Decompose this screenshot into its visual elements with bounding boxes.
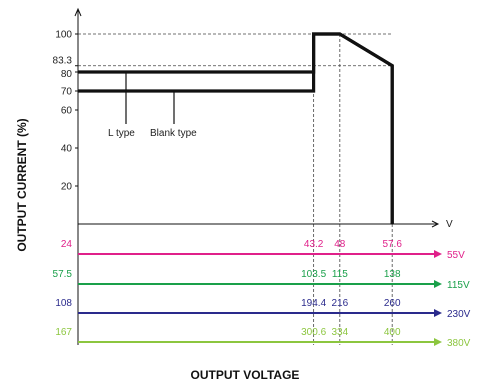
y-ticks: 100 83.3 80 70 60 40 20	[53, 30, 78, 193]
y-tick-label: 40	[61, 144, 73, 155]
voltage-scale-start: 24	[61, 239, 73, 250]
voltage-scale-tick: 400	[384, 327, 401, 338]
series	[78, 32, 394, 224]
y-tick-label: 60	[61, 106, 73, 117]
voltage-scale-name: 115V	[447, 280, 470, 291]
voltage-scale-name: 380V	[447, 338, 471, 349]
voltage-scale-tick: 57.6	[382, 239, 402, 250]
y-tick-label: 70	[61, 87, 73, 98]
voltage-scale-arrow	[434, 338, 442, 346]
voltage-scale-arrow	[434, 309, 442, 317]
y-tick-label: 20	[61, 182, 73, 193]
voltage-scale-tick: 48	[334, 239, 346, 250]
series-label: Blank type	[150, 128, 197, 139]
series-line-blank-type	[78, 32, 394, 224]
voltage-scale-tick: 300.6	[301, 327, 326, 338]
y-axis-arrow	[74, 7, 82, 17]
voltage-scale-tick: 334	[331, 327, 348, 338]
voltage-scale-name: 55V	[447, 250, 465, 261]
voltage-scale-tick: 43.2	[304, 239, 324, 250]
x-axis-label: OUTPUT VOLTAGE	[191, 368, 300, 382]
voltage-scale-tick: 260	[384, 298, 401, 309]
y-tick-label: 80	[61, 69, 73, 80]
x-axis-unit: V	[446, 219, 453, 230]
voltage-scale-tick: 115	[332, 269, 348, 280]
y-axis-label: OUTPUT CURRENT (%)	[15, 118, 29, 251]
voltage-scale-tick: 138	[384, 269, 401, 280]
voltage-scales: 24 43.2 48 57.6 55V 57.5 103.5 115 138 115V 108 194…	[53, 239, 471, 349]
y-tick-label: 100	[55, 30, 72, 41]
y-tick-label: 83.3	[53, 56, 73, 67]
voltage-scale-tick: 103.5	[301, 269, 326, 280]
voltage-scale-start: 57.5	[53, 269, 73, 280]
annotations: L type Blank type	[108, 72, 197, 139]
voltage-scale-name: 230V	[447, 309, 471, 320]
voltage-scale-start: 167	[55, 327, 72, 338]
voltage-scale-tick: 194.4	[301, 298, 326, 309]
series-label: L type	[108, 128, 135, 139]
voltage-scale-tick: 216	[331, 298, 348, 309]
voltage-scale-start: 108	[55, 298, 72, 309]
voltage-scale-arrow	[434, 280, 442, 288]
voltage-scale-arrow	[434, 250, 442, 258]
x-axis-arrow	[431, 220, 440, 228]
